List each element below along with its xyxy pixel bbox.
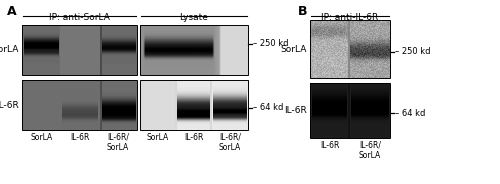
Text: Lysate: Lysate bbox=[180, 13, 208, 22]
Text: SorLA: SorLA bbox=[147, 133, 169, 142]
Text: IL-6R: IL-6R bbox=[284, 106, 307, 115]
Text: – 64 kd: – 64 kd bbox=[253, 103, 284, 112]
Bar bbox=[310, 20, 390, 78]
Text: IP: anti-IL-6R: IP: anti-IL-6R bbox=[322, 13, 378, 22]
Bar bbox=[22, 80, 137, 130]
Text: SorLA: SorLA bbox=[0, 45, 19, 54]
Text: – 250 kd: – 250 kd bbox=[253, 40, 288, 49]
Text: IP: anti-SorLA: IP: anti-SorLA bbox=[49, 13, 110, 22]
Text: IL-6R: IL-6R bbox=[70, 133, 89, 142]
Text: IL-6R: IL-6R bbox=[184, 133, 204, 142]
Text: IL-6R/
SorLA: IL-6R/ SorLA bbox=[106, 133, 129, 152]
Text: IL-6R: IL-6R bbox=[0, 100, 19, 109]
Text: IL-6R/
SorLA: IL-6R/ SorLA bbox=[219, 133, 241, 152]
Text: – 250 kd: – 250 kd bbox=[395, 47, 430, 56]
Text: IL-6R: IL-6R bbox=[320, 141, 340, 150]
Bar bbox=[140, 80, 248, 130]
Bar bbox=[140, 25, 248, 75]
Text: A: A bbox=[7, 5, 16, 18]
Text: SorLA: SorLA bbox=[30, 133, 52, 142]
Bar bbox=[22, 25, 137, 75]
Text: – 64 kd: – 64 kd bbox=[395, 109, 426, 118]
Text: IL-6R/
SorLA: IL-6R/ SorLA bbox=[359, 141, 381, 160]
Text: B: B bbox=[298, 5, 308, 18]
Text: SorLA: SorLA bbox=[280, 45, 307, 54]
Bar bbox=[310, 83, 390, 138]
